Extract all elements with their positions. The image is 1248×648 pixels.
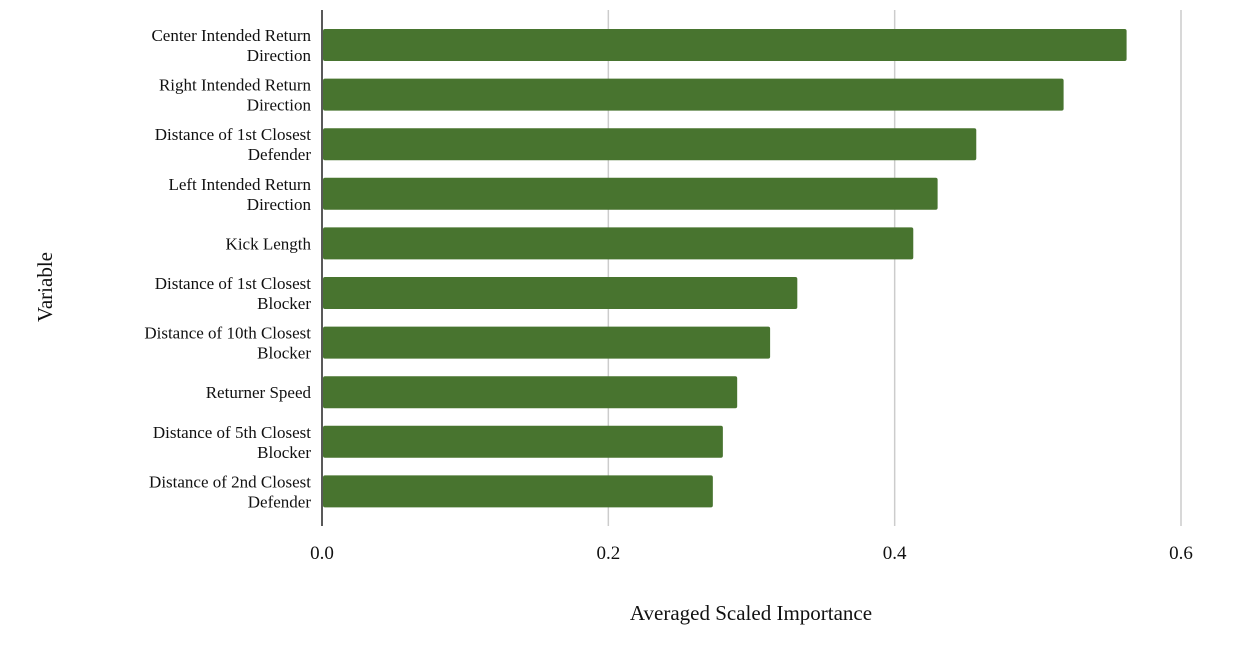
x-tick-label: 0.4 xyxy=(883,543,907,564)
bar xyxy=(323,78,1064,111)
x-tick-label: 0.6 xyxy=(1169,543,1193,564)
category-label: Right Intended Return Direction xyxy=(159,76,312,115)
x-tick-label: 0.0 xyxy=(310,543,334,564)
x-tick-labels: 0.0 0.2 0.4 0.6 xyxy=(310,543,1193,564)
category-label: Center Intended Return Direction xyxy=(151,26,311,65)
category-label: Distance of 10th Closest Blocker xyxy=(144,324,311,363)
category-labels: Center Intended Return Direction Right Int… xyxy=(144,26,311,511)
bar xyxy=(323,128,977,161)
category-label: Kick Length xyxy=(226,234,312,253)
bar xyxy=(323,425,723,458)
bar xyxy=(323,376,738,409)
category-label: Distance of 1st Closest Defender xyxy=(155,125,312,164)
x-tick-label: 0.2 xyxy=(596,543,620,564)
y-axis-title: Variable xyxy=(33,252,57,322)
bar xyxy=(323,277,798,309)
category-label: Left Intended Return Direction xyxy=(168,175,311,214)
category-label: Distance of 1st Closest Blocker xyxy=(155,274,312,313)
bar xyxy=(323,326,771,359)
bar xyxy=(323,227,914,260)
category-label: Distance of 5th Closest Blocker xyxy=(153,423,311,462)
bars xyxy=(323,29,1127,508)
bar xyxy=(323,177,938,210)
category-label: Returner Speed xyxy=(206,383,312,402)
x-axis-title: Averaged Scaled Importance xyxy=(630,601,872,625)
category-label: Distance of 2nd Closest Defender xyxy=(149,472,311,511)
bar xyxy=(323,475,713,508)
bar xyxy=(323,29,1127,61)
